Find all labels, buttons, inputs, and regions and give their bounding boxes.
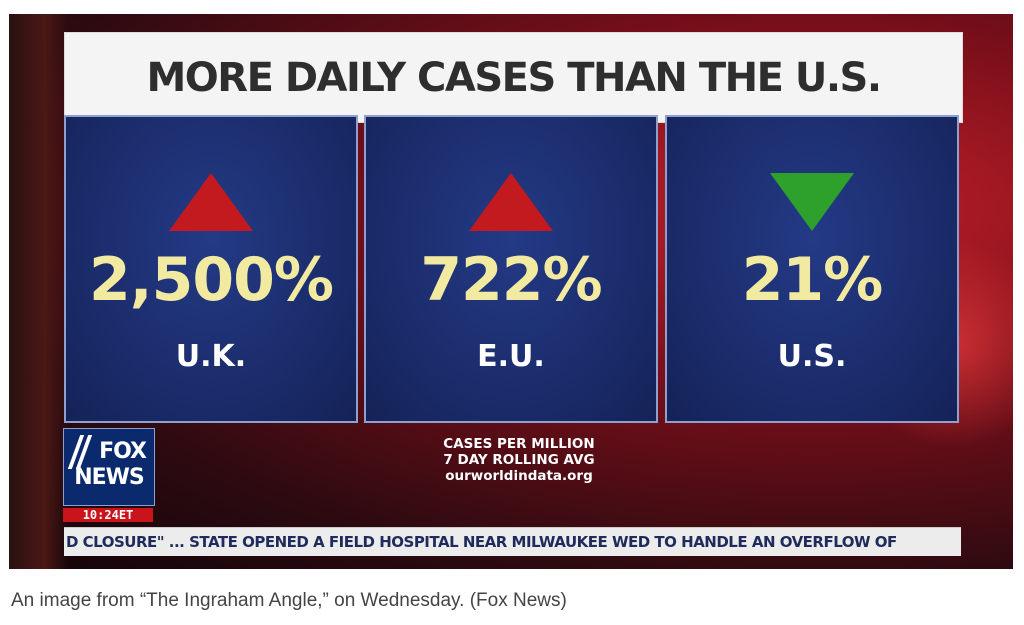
panel-eu: 722% E.U. — [364, 115, 658, 423]
graphic-title: MORE DAILY CASES THAN THE U.S. — [146, 54, 882, 101]
panel-us: 21% U.S. — [665, 115, 959, 423]
down-arrow-icon — [770, 173, 854, 231]
broadcast-frame: MORE DAILY CASES THAN THE U.S. 2,500% U.… — [9, 14, 1013, 569]
news-ticker: D CLOSURE" ... STATE OPENED A FIELD HOSP… — [64, 527, 961, 556]
source-line: 7 DAY ROLLING AVG — [443, 452, 595, 468]
panel-uk: 2,500% U.K. — [64, 115, 358, 423]
fox-news-logo: FOX NEWS — [63, 428, 155, 506]
title-bar: MORE DAILY CASES THAN THE U.S. — [64, 32, 963, 123]
panel-region: U.S. — [777, 339, 847, 374]
source-note: CASES PER MILLION 7 DAY ROLLING AVG ourw… — [389, 436, 649, 484]
broadcast-clock: 10:24ET — [63, 508, 153, 522]
panel-value: 2,500% — [89, 245, 334, 315]
logo-line1: FOX — [99, 439, 147, 464]
panel-region: E.U. — [477, 339, 545, 374]
ticker-text: D CLOSURE" ... STATE OPENED A FIELD HOSP… — [66, 533, 897, 551]
up-arrow-icon — [469, 173, 553, 231]
source-line: ourworldindata.org — [445, 468, 593, 484]
source-line: CASES PER MILLION — [443, 436, 595, 452]
image-caption: An image from “The Ingraham Angle,” on W… — [11, 590, 567, 611]
panel-value: 722% — [420, 245, 602, 315]
panel-region: U.K. — [175, 339, 247, 374]
logo-line2: NEWS — [74, 465, 145, 490]
panel-value: 21% — [741, 245, 884, 315]
up-arrow-icon — [169, 173, 253, 231]
